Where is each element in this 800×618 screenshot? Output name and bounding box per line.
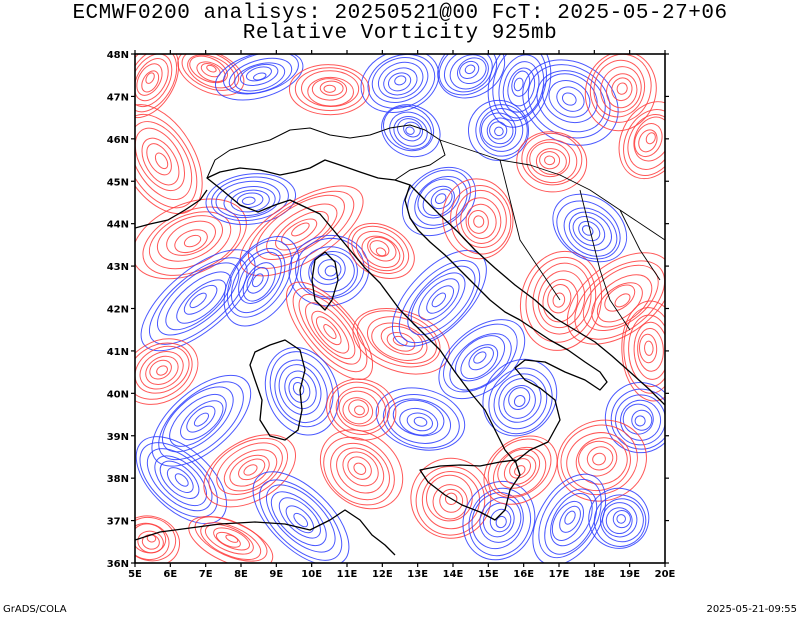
lat-tick-label: 46N — [107, 135, 129, 146]
lon-tick-label: 11E — [337, 569, 358, 580]
positive-vorticity-contours — [556, 419, 647, 502]
lon-tick-label: 10E — [301, 569, 322, 580]
sardinia-coastline — [249, 339, 306, 441]
negative-vorticity-contours — [522, 59, 619, 146]
positive-vorticity-contours — [519, 250, 603, 351]
lon-tick-label: 12E — [372, 569, 393, 580]
positive-vorticity-contours — [285, 281, 374, 380]
sicily-coastline — [419, 459, 521, 521]
map-plot-area — [135, 54, 665, 563]
positive-vorticity-contours — [288, 64, 370, 116]
positive-vorticity-contours — [188, 516, 274, 563]
negative-vorticity-contours — [588, 487, 650, 549]
lon-tick-label: 19E — [619, 569, 640, 580]
positive-vorticity-contours — [326, 378, 397, 441]
lon-tick-label: 15E — [478, 569, 499, 580]
lon-tick-label: 13E — [407, 569, 428, 580]
lat-tick-label: 38N — [107, 474, 129, 485]
lat-tick-label: 47N — [107, 92, 129, 103]
negative-vorticity-contours — [532, 473, 607, 563]
balkan-borders — [439, 139, 665, 331]
positive-vorticity-contours — [135, 338, 199, 405]
italy-coastline — [206, 159, 608, 463]
positive-vorticity-contours — [621, 300, 665, 402]
lon-tick-label: 20E — [655, 569, 676, 580]
negative-vorticity-contours — [482, 358, 558, 437]
positive-vorticity-contours — [135, 515, 180, 563]
negative-vorticity-contours — [360, 54, 440, 113]
negative-vorticity-contours — [552, 193, 628, 263]
lat-tick-label: 48N — [107, 50, 129, 61]
positive-vorticity-contours — [177, 54, 245, 96]
positive-vorticity-contours — [203, 434, 297, 508]
coastlines — [135, 124, 665, 556]
vorticity-contours — [135, 54, 665, 563]
lat-tick-label: 41N — [107, 347, 129, 358]
lat-tick-label: 37N — [107, 517, 129, 528]
chart-title-line2: Relative Vorticity 925mb — [242, 22, 558, 45]
lon-tick-label: 17E — [549, 569, 570, 580]
positive-vorticity-contours — [584, 54, 657, 132]
positive-vorticity-contours — [135, 104, 203, 215]
footer-grads-label: GrADS/COLA — [3, 604, 67, 615]
corsica-coastline — [311, 251, 339, 311]
positive-vorticity-contours — [516, 131, 588, 193]
negative-vorticity-contours — [288, 234, 370, 307]
france-coastline — [135, 189, 208, 229]
positive-vorticity-contours — [618, 101, 665, 180]
chart-title-line1: ECMWF0200 analisys: 20250521@00 FcT: 202… — [72, 2, 728, 25]
lat-tick-label: 42N — [107, 305, 129, 316]
lat-tick-label: 43N — [107, 262, 129, 273]
negative-vorticity-contours — [264, 347, 340, 436]
negative-vorticity-contours — [375, 387, 466, 451]
negative-vorticity-contours — [391, 249, 487, 347]
footer-timestamp: 2025-05-21-09:55 — [706, 604, 797, 615]
lat-tick-label: 40N — [107, 389, 129, 400]
negative-vorticity-contours — [140, 249, 256, 352]
negative-vorticity-contours — [151, 374, 252, 467]
lon-tick-label: 9E — [269, 569, 283, 580]
negative-vorticity-contours — [252, 471, 350, 563]
lat-tick-label: 36N — [107, 559, 129, 570]
lon-tick-label: 14E — [443, 569, 464, 580]
balkan-coastline — [409, 184, 665, 406]
lon-tick-label: 6E — [163, 569, 177, 580]
lat-tick-label: 44N — [107, 220, 129, 231]
lat-tick-label: 39N — [107, 432, 129, 443]
positive-vorticity-contours — [319, 429, 404, 510]
lon-tick-label: 18E — [584, 569, 605, 580]
lat-tick-label: 45N — [107, 177, 129, 188]
lon-tick-label: 5E — [128, 569, 142, 580]
lon-tick-label: 8E — [234, 569, 248, 580]
lon-tick-label: 7E — [199, 569, 213, 580]
negative-vorticity-contours — [205, 173, 297, 225]
north-africa-coastline — [135, 509, 396, 556]
map-axes: 48N 47N 46N 45N 44N 43N 42N 41N 40N 39N 38N 37N 36N5… — [107, 50, 676, 580]
lon-tick-label: 16E — [513, 569, 534, 580]
alps-border — [206, 124, 446, 181]
